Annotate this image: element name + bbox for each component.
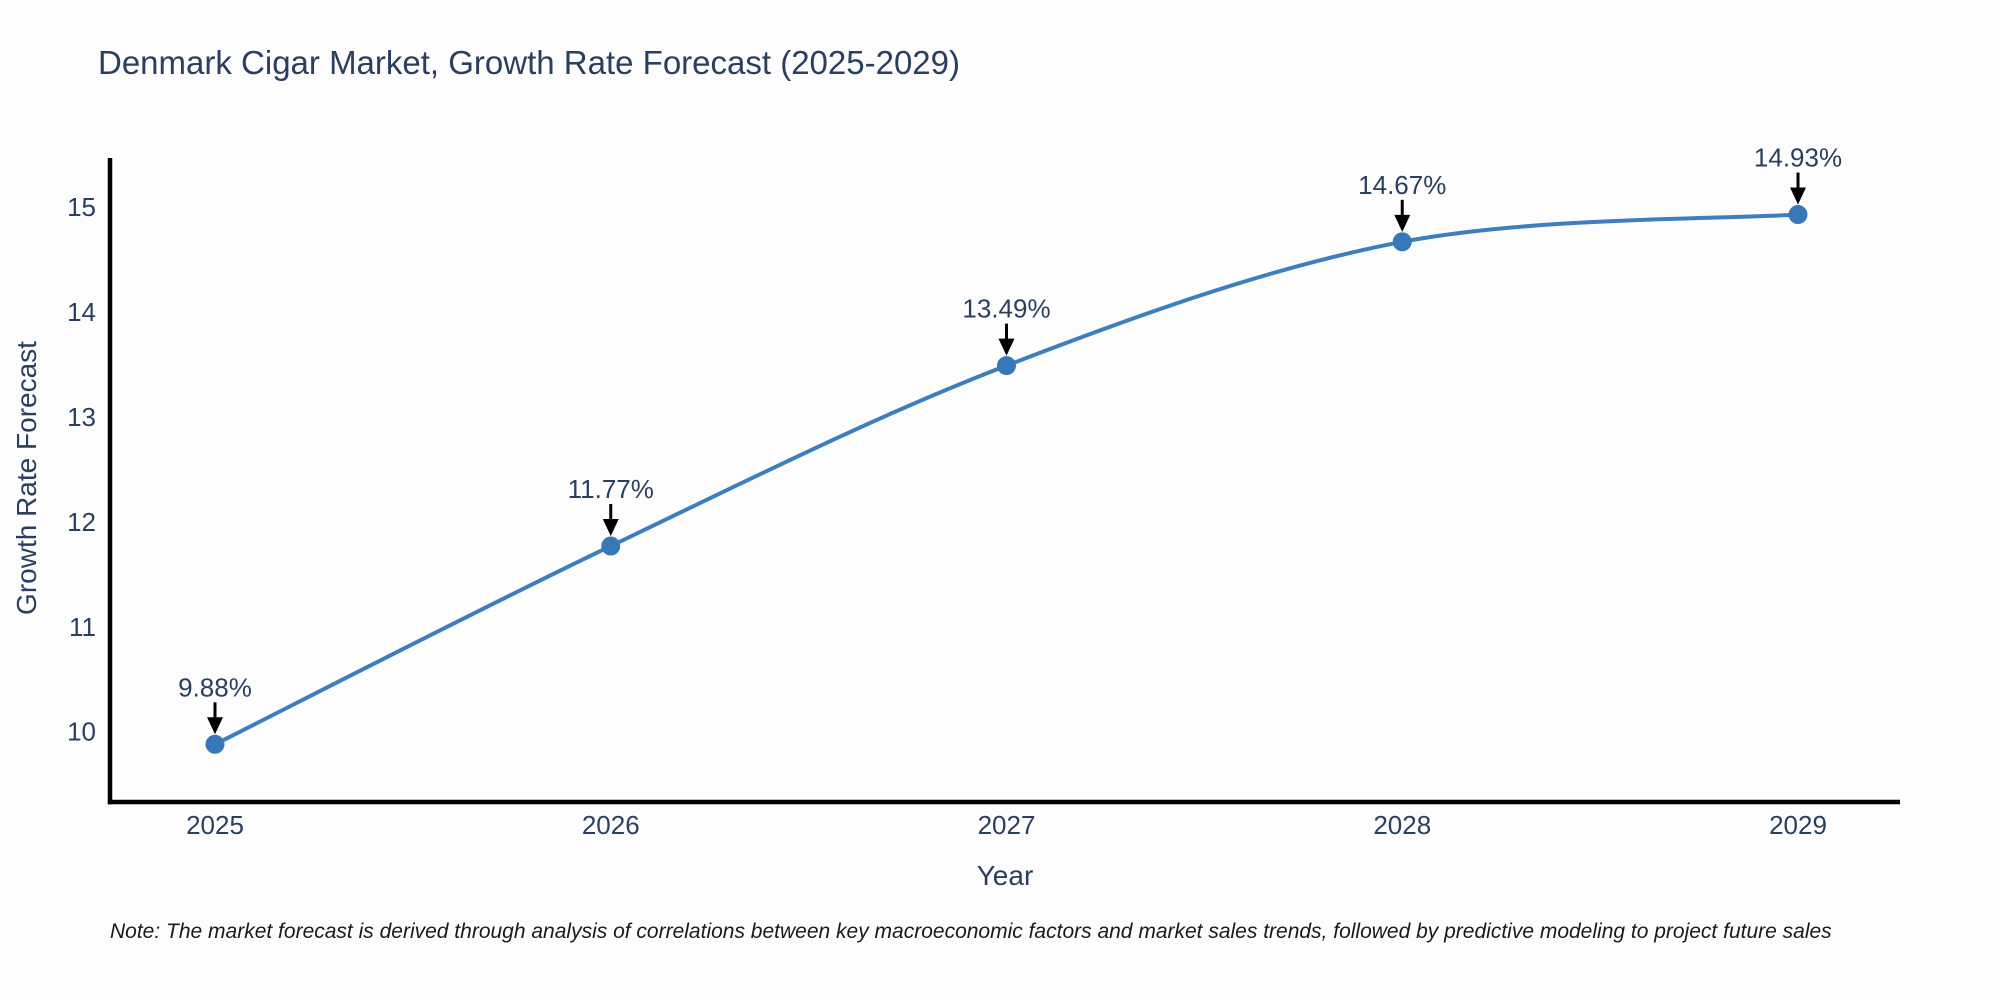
y-tick-label-10: 10 — [67, 717, 96, 747]
point-annotation-label-2025: 9.88% — [178, 672, 252, 702]
y-tick-label-13: 13 — [67, 402, 96, 432]
point-annotation-label-2027: 13.49% — [962, 294, 1050, 324]
data-point-marker-2025 — [205, 734, 225, 754]
annotation-arrowhead-2027 — [998, 338, 1015, 356]
x-tick-label-2025: 2025 — [186, 810, 244, 840]
point-annotation-label-2029: 14.93% — [1754, 143, 1842, 173]
point-annotation-label-2026: 11.77% — [568, 474, 654, 504]
y-tick-label-14: 14 — [67, 297, 96, 327]
y-tick-label-11: 11 — [69, 612, 96, 642]
point-annotation-label-2028: 14.67% — [1358, 170, 1446, 200]
y-tick-label-12: 12 — [67, 507, 96, 537]
y-tick-label-15: 15 — [67, 192, 96, 222]
x-tick-label-2026: 2026 — [582, 810, 640, 840]
data-point-marker-2026 — [601, 536, 621, 556]
annotation-arrowhead-2025 — [207, 717, 223, 735]
annotation-arrowhead-2029 — [1790, 187, 1806, 205]
annotation-arrowhead-2028 — [1394, 214, 1411, 232]
x-tick-label-2029: 2029 — [1769, 810, 1827, 840]
x-axis-title: Year — [976, 860, 1034, 891]
chart-note: Note: The market forecast is derived thr… — [110, 920, 1832, 943]
data-point-marker-2028 — [1392, 232, 1412, 252]
x-tick-label-2027: 2027 — [978, 810, 1036, 840]
annotation-arrowhead-2026 — [602, 519, 619, 537]
data-point-marker-2027 — [997, 356, 1016, 376]
x-tick-label-2028: 2028 — [1373, 810, 1431, 840]
chart-title: Denmark Cigar Market, Growth Rate Foreca… — [98, 44, 960, 81]
data-point-marker-2029 — [1788, 205, 1808, 225]
